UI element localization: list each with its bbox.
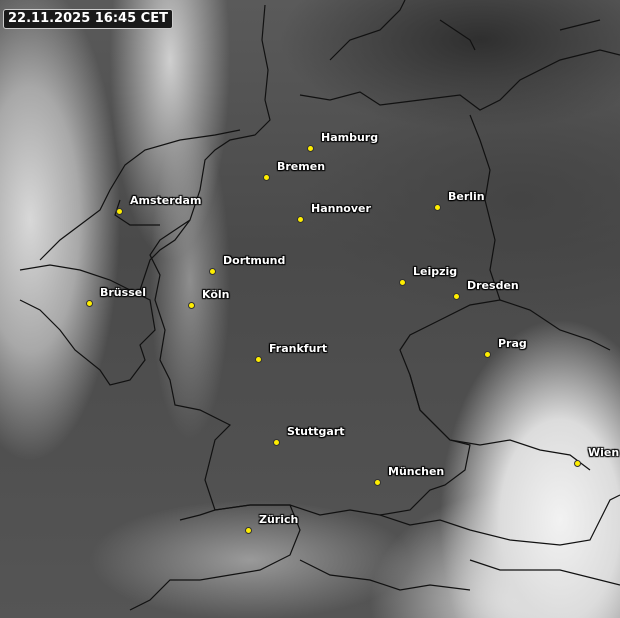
city-marker-icon (86, 300, 93, 307)
border-germany (149, 4, 620, 516)
city-marker-icon (297, 216, 304, 223)
city-marker-icon (484, 351, 491, 358)
city-label: Amsterdam (130, 194, 202, 207)
city-label: Prag (498, 337, 527, 350)
city-marker-icon (434, 204, 441, 211)
city-label: München (388, 465, 445, 478)
border-benelux (19, 264, 156, 386)
coast-netherlands (39, 129, 241, 261)
coast-baltic (329, 0, 601, 61)
timestamp-label: 22.11.2025 16:45 CET (3, 9, 173, 29)
city-label: Hannover (311, 202, 371, 215)
city-label: Dresden (467, 279, 519, 292)
city-marker-icon (209, 268, 216, 275)
city-label: Köln (202, 288, 230, 301)
city-marker-icon (453, 293, 460, 300)
city-label: Bremen (277, 160, 326, 173)
city-marker-icon (574, 460, 581, 467)
city-marker-icon (245, 527, 252, 534)
city-marker-icon (116, 208, 123, 215)
city-marker-icon (188, 302, 195, 309)
city-marker-icon (374, 479, 381, 486)
border-switzerland (129, 504, 301, 611)
border-austria (379, 494, 620, 586)
city-marker-icon (273, 439, 280, 446)
city-label: Stuttgart (287, 425, 345, 438)
city-marker-icon (255, 356, 262, 363)
city-label: Berlin (448, 190, 485, 203)
border-italy-alps (299, 559, 471, 591)
city-label: Dortmund (223, 254, 286, 267)
border-nl-de (139, 219, 191, 291)
city-marker-icon (399, 279, 406, 286)
city-marker-icon (307, 145, 314, 152)
city-label: Wien (588, 446, 620, 459)
city-label: Brüssel (100, 286, 146, 299)
city-marker-icon (263, 174, 270, 181)
city-label: Frankfurt (269, 342, 328, 355)
border-czechia (409, 299, 611, 471)
city-label: Hamburg (321, 131, 379, 144)
city-label: Leipzig (413, 265, 458, 278)
city-label: Zürich (259, 513, 299, 526)
